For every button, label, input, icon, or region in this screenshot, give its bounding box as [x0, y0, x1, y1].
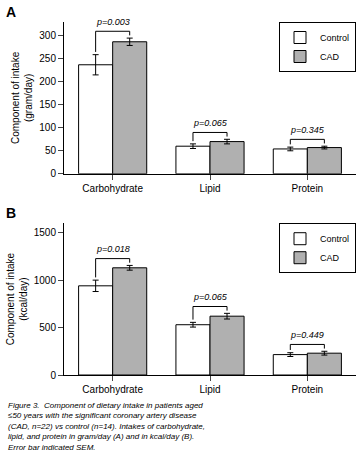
svg-text:p=0.065: p=0.065 [193, 292, 228, 302]
svg-text:150: 150 [39, 99, 56, 110]
svg-text:100: 100 [39, 122, 56, 133]
svg-text:1000: 1000 [34, 275, 57, 286]
svg-text:p=0.449: p=0.449 [290, 330, 324, 340]
svg-text:1500: 1500 [34, 227, 57, 238]
svg-text:Lipid: Lipid [199, 384, 220, 395]
svg-text:Carbohydrate: Carbohydrate [82, 183, 143, 194]
svg-text:300: 300 [39, 30, 56, 41]
svg-text:p=0.018: p=0.018 [96, 244, 130, 254]
svg-text:0: 0 [50, 168, 56, 179]
svg-text:Protein: Protein [291, 384, 323, 395]
svg-text:0: 0 [50, 370, 56, 381]
svg-text:Control: Control [320, 234, 349, 244]
svg-text:Component of intake(gram/day): Component of intake(gram/day) [10, 51, 34, 144]
svg-text:500: 500 [39, 322, 56, 333]
svg-text:200: 200 [39, 76, 56, 87]
svg-text:Figure 3. Component of dietar: Figure 3. Component of dietary intake in… [8, 401, 205, 452]
svg-text:Control: Control [320, 33, 349, 43]
svg-text:A: A [6, 4, 16, 20]
svg-text:p=0.345: p=0.345 [290, 125, 325, 135]
svg-text:CAD: CAD [320, 253, 340, 263]
svg-text:Carbohydrate: Carbohydrate [82, 384, 143, 395]
svg-text:Lipid: Lipid [199, 183, 220, 194]
svg-text:Component of intake(kcal/day): Component of intake(kcal/day) [5, 253, 29, 346]
svg-text:p=0.003: p=0.003 [96, 17, 130, 27]
svg-text:50: 50 [45, 145, 57, 156]
svg-text:CAD: CAD [320, 52, 340, 62]
svg-text:Protein: Protein [291, 183, 323, 194]
svg-text:B: B [6, 205, 16, 221]
svg-text:250: 250 [39, 53, 56, 64]
svg-text:p=0.065: p=0.065 [193, 118, 228, 128]
